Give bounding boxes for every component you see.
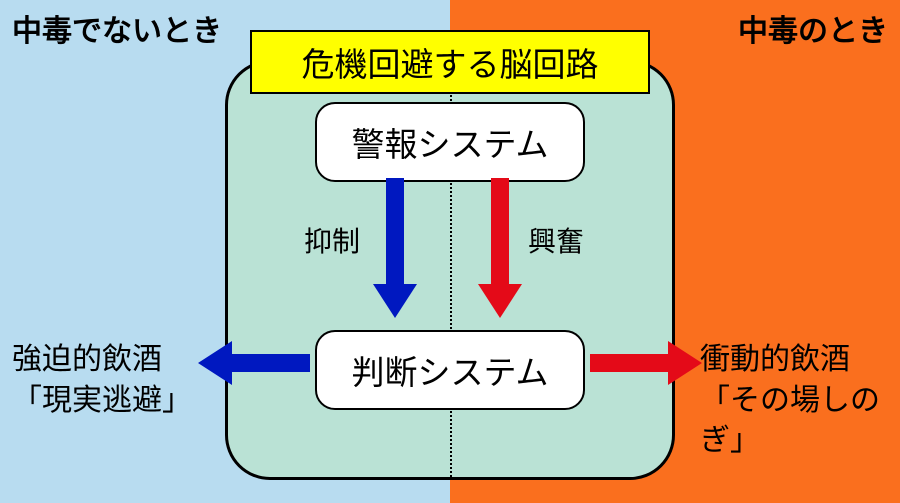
- output-left-line1: 強迫的飲酒: [12, 343, 162, 376]
- output-right-text: 衝動的飲酒 「その場しのぎ」: [700, 340, 900, 462]
- output-right-line2: 「その場しのぎ」: [700, 384, 880, 458]
- output-left-text: 強迫的飲酒 「現実逃避」: [12, 340, 192, 421]
- right-state-label: 中毒のとき: [732, 4, 894, 52]
- alarm-system-box: 警報システム: [315, 102, 585, 182]
- panel-title: 危機回避する脳回路: [250, 30, 650, 94]
- excite-label: 興奮: [528, 220, 584, 260]
- suppress-label: 抑制: [304, 220, 360, 260]
- left-state-label: 中毒でないとき: [6, 4, 228, 52]
- output-right-line1: 衝動的飲酒: [700, 343, 850, 376]
- output-left-line2: 「現実逃避」: [12, 384, 192, 417]
- judgment-system-box: 判断システム: [315, 330, 585, 410]
